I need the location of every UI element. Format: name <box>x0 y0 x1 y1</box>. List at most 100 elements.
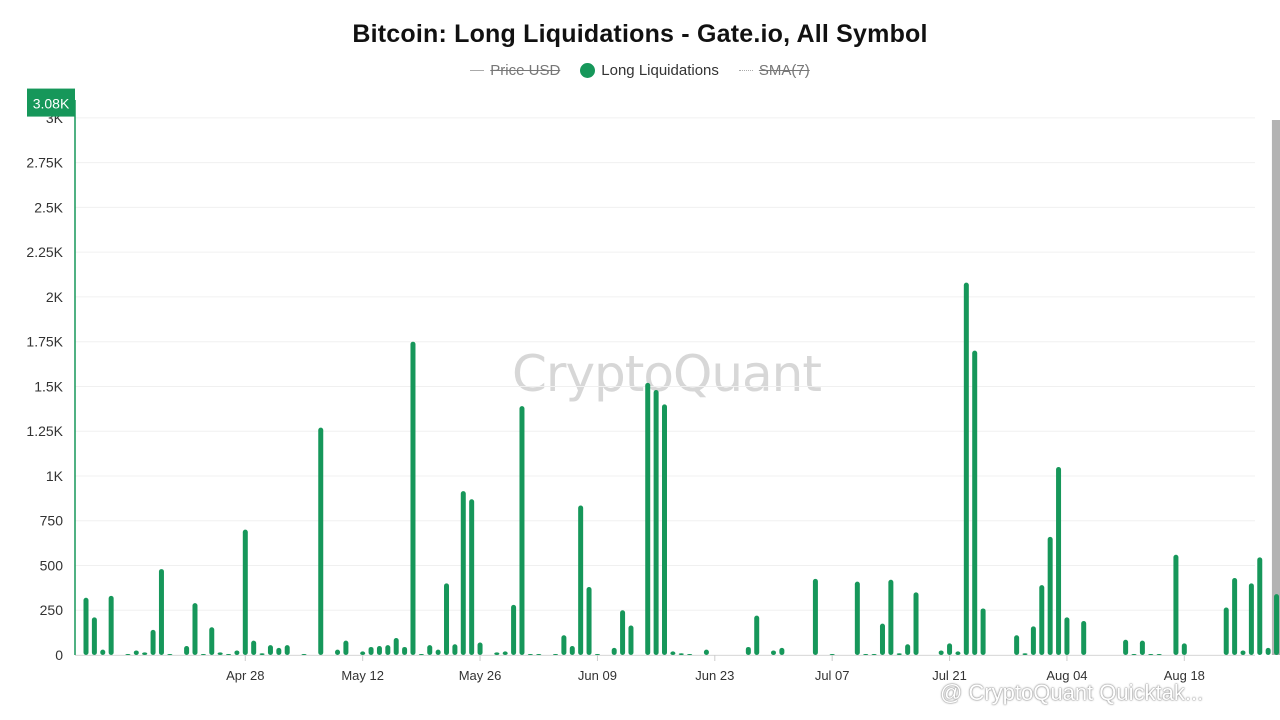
y-tick-label: 0 <box>55 647 63 663</box>
bar <box>829 654 835 655</box>
bar <box>259 653 265 655</box>
bar <box>301 654 307 655</box>
bar <box>519 406 525 655</box>
y-tick-label: 500 <box>40 557 64 573</box>
bar <box>402 646 408 655</box>
bar <box>242 529 248 655</box>
bar <box>1257 557 1263 655</box>
cryptoquant-watermark: CryptoQuant <box>512 345 822 403</box>
bar <box>553 654 559 655</box>
legend-line-icon <box>470 70 485 71</box>
bar <box>1039 585 1045 655</box>
bar <box>217 652 223 655</box>
bar <box>896 653 902 655</box>
last-value-badge-label: 3.08K <box>33 96 70 112</box>
bar <box>133 650 139 655</box>
x-tick-label: Aug 18 <box>1164 668 1205 683</box>
bar <box>184 646 190 655</box>
bar <box>200 654 206 655</box>
bar <box>963 282 969 655</box>
bar <box>561 635 567 655</box>
bar <box>745 646 751 655</box>
bar <box>393 637 399 655</box>
bar <box>620 610 626 655</box>
bar <box>972 350 978 655</box>
bar <box>284 645 290 655</box>
bar <box>318 427 324 655</box>
x-tick-label: Jul 21 <box>932 668 967 683</box>
bar <box>1173 554 1179 655</box>
bar <box>1274 594 1280 655</box>
bar <box>368 646 374 655</box>
bar <box>385 645 391 655</box>
bar <box>209 627 215 655</box>
bar <box>586 586 592 655</box>
bar <box>812 578 818 655</box>
bar <box>1123 639 1129 655</box>
bar <box>158 569 164 655</box>
bar <box>536 654 542 655</box>
bar <box>1181 643 1187 655</box>
bar <box>678 653 684 655</box>
bar <box>452 644 458 655</box>
x-tick-label: Jun 09 <box>578 668 617 683</box>
bar <box>1131 654 1137 655</box>
y-tick-label: 2.75K <box>26 155 63 171</box>
y-tick-label: 250 <box>40 602 64 618</box>
y-tick-label: 1.5K <box>34 378 63 394</box>
bar <box>1148 654 1154 655</box>
legend-item-sma[interactable]: SMA(7) <box>738 62 810 79</box>
bar <box>569 646 575 655</box>
bar <box>83 597 89 655</box>
legend-label-price-usd: Price USD <box>490 62 561 79</box>
bar <box>594 654 600 655</box>
legend-dot-icon <box>580 63 596 78</box>
y-tick-label: 1.25K <box>26 423 63 439</box>
bar <box>376 646 382 655</box>
bar <box>1248 583 1254 655</box>
bar <box>108 595 114 655</box>
bar <box>444 583 450 655</box>
y-tick-label: 2.5K <box>34 199 63 215</box>
chart-legend: Price USD Long Liquidations SMA(7) <box>0 62 1280 79</box>
bar <box>670 651 676 655</box>
legend-item-long-liquidations[interactable]: Long Liquidations <box>580 62 719 79</box>
bar <box>142 652 148 655</box>
bar <box>754 615 760 655</box>
bar <box>938 650 944 655</box>
footer-watermark: @ CryptoQuant Quicktak... <box>940 680 1203 706</box>
bar <box>251 640 257 655</box>
bar <box>91 617 97 655</box>
x-tick-label: Aug 04 <box>1046 668 1087 683</box>
bar <box>770 650 776 655</box>
bar <box>335 649 341 655</box>
bar <box>653 390 659 655</box>
bar <box>192 603 198 655</box>
bar <box>234 650 240 655</box>
bar <box>1265 647 1271 655</box>
legend-dotted-line-icon <box>738 70 753 71</box>
bar <box>276 647 282 655</box>
bar <box>502 651 508 655</box>
last-value-badge <box>27 88 75 117</box>
y-tick-label: 2.25K <box>26 244 63 260</box>
bar <box>888 579 894 655</box>
bar <box>1232 578 1238 655</box>
bar <box>863 654 869 655</box>
bar <box>1056 467 1062 655</box>
bar <box>267 645 273 655</box>
bar <box>611 647 617 655</box>
bar <box>1223 607 1229 655</box>
y-tick-label: 1.75K <box>26 334 63 350</box>
bar <box>879 623 885 655</box>
x-tick-label: Jul 07 <box>815 668 850 683</box>
bar <box>980 608 986 655</box>
y-tick-label: 1K <box>46 468 64 484</box>
bar <box>628 625 634 655</box>
bar <box>125 654 131 655</box>
bar <box>905 644 911 655</box>
legend-item-price-usd[interactable]: Price USD <box>470 62 560 79</box>
bar <box>435 649 441 655</box>
bar <box>1081 620 1087 655</box>
x-tick-label: Apr 28 <box>226 668 264 683</box>
